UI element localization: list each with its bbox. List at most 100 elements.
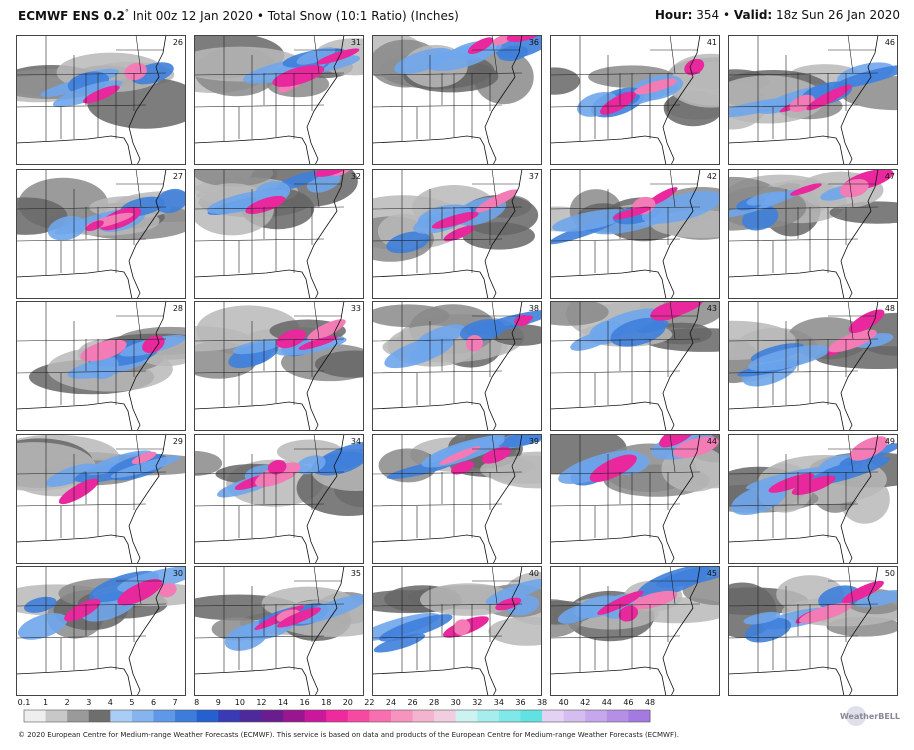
coastline [727,565,879,697]
snow-pink [465,335,483,352]
legend-swatch [606,710,629,722]
snow-blue [552,209,630,232]
member-number: 30 [173,569,183,578]
legend-swatch [304,710,327,722]
member-number: 39 [529,437,539,446]
member-number: 29 [173,437,183,446]
snow-blue [394,47,453,74]
coastline [371,300,523,432]
panel-border [16,169,186,299]
panel-border [550,566,720,696]
panel-border [194,434,364,564]
snow-gray [550,67,581,95]
snow-blue [52,80,123,108]
member-number: 36 [529,38,539,47]
legend-label: 42 [580,698,590,707]
coastline [549,168,701,300]
snow-field [728,169,898,237]
snow-blue [485,578,542,605]
map-panel: 26 [15,34,186,166]
valid-label: Valid: [733,8,773,22]
legend-label: 28 [429,698,439,707]
snow-pink [272,65,325,87]
legend-label: 38 [537,698,547,707]
snow-field [728,309,898,387]
snow-pink [828,329,877,353]
snow-pink [443,225,476,242]
map-panel: 40 [371,565,542,697]
header-left: ECMWF ENS 0.2° Init 00z 12 Jan 2020 • To… [18,8,459,23]
legend-swatch [347,710,370,722]
snow-field [728,62,898,130]
legend-swatch [542,710,565,722]
state-lines [727,34,879,141]
panel-border [372,169,542,299]
legend-swatch [369,710,392,722]
legend-swatch [261,710,284,722]
state-lines [371,34,523,141]
member-number: 41 [707,38,717,47]
snow-gray [194,169,274,187]
panel-border [550,434,720,564]
snow-pink [597,590,644,615]
snow-blue [637,566,711,599]
snow-blue [497,45,529,62]
snow-pink [789,183,822,196]
map-panel: 32 [193,168,364,300]
map-panel: 37 [371,168,542,300]
member-number: 34 [351,437,361,446]
model: ECMWF ENS 0.2 [18,9,125,23]
member-number: 28 [173,304,183,313]
member-number: 35 [351,569,361,578]
coastline [727,300,879,432]
map-panel: 34 [193,433,364,565]
snow-pink [849,436,888,461]
coastline [193,565,345,697]
coastline [371,565,523,697]
legend-swatch [45,710,68,722]
member-number: 27 [173,172,183,181]
legend-swatch [563,710,586,722]
panel-border [194,301,364,431]
snow-field [194,439,364,517]
legend-label: 1 [43,698,48,707]
member-number: 48 [885,304,895,313]
snow-pink [142,335,165,354]
snow-pink [438,446,481,465]
snow-blue [557,603,599,624]
snow-gray [488,616,542,646]
state-lines [549,34,701,141]
state-lines [193,300,345,407]
snow-pink [453,619,471,636]
snow-pink [131,451,157,465]
legend-swatch [24,710,47,722]
member-number: 37 [529,172,539,181]
legend-label: 16 [300,698,310,707]
snow-pink [506,35,542,42]
snow-blue [728,97,797,118]
snow-pink [64,599,101,622]
snow-blue [17,613,68,640]
map-panel: 38 [371,300,542,432]
legend-label: 36 [515,698,525,707]
legend-label: 2 [65,698,70,707]
legend-swatch [88,710,111,722]
legend-swatch [390,710,414,722]
legend-label: 9 [216,698,221,707]
map-panel: 45 [549,565,720,697]
snow-gray [668,61,720,106]
map-panel: 39 [371,433,542,565]
state-lines [193,168,345,275]
snow-pink [58,478,99,505]
degree: ° [124,8,129,17]
coastline [371,433,523,565]
snow-field [372,185,539,262]
member-number: 42 [707,172,717,181]
legend-label: 3 [86,698,91,707]
state-lines [549,433,701,540]
member-number: 46 [885,38,895,47]
legend-label: 20 [343,698,353,707]
footer: © 2020 European Centre for Medium-range … [18,731,679,739]
member-number: 45 [707,569,717,578]
